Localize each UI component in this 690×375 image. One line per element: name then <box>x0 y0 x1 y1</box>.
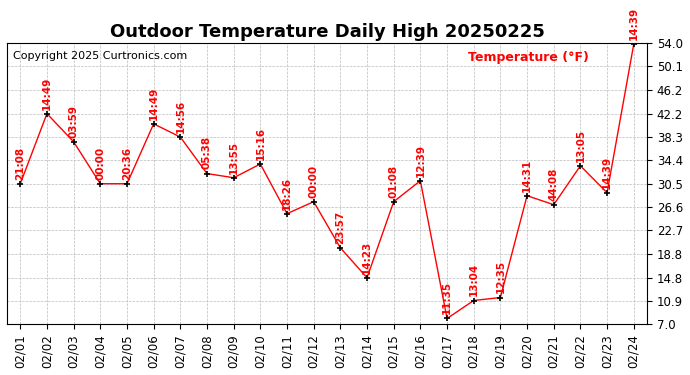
Text: 00:00: 00:00 <box>308 164 319 198</box>
Text: 13:55: 13:55 <box>228 141 239 174</box>
Text: 13:04: 13:04 <box>469 263 479 296</box>
Text: 14:49: 14:49 <box>42 76 52 109</box>
Text: 14:56: 14:56 <box>175 100 186 133</box>
Text: 14:39: 14:39 <box>602 155 612 189</box>
Text: 14:39: 14:39 <box>629 7 639 40</box>
Text: 13:05: 13:05 <box>575 129 585 162</box>
Text: 12:35: 12:35 <box>495 260 505 293</box>
Text: 23:57: 23:57 <box>335 210 346 244</box>
Text: 05:38: 05:38 <box>202 136 212 170</box>
Text: 20:36: 20:36 <box>122 147 132 180</box>
Text: 00:00: 00:00 <box>95 147 106 180</box>
Text: 03:59: 03:59 <box>68 105 79 138</box>
Title: Outdoor Temperature Daily High 20250225: Outdoor Temperature Daily High 20250225 <box>110 24 544 42</box>
Text: 12:39: 12:39 <box>415 144 425 177</box>
Text: 01:08: 01:08 <box>388 164 399 198</box>
Text: 44:08: 44:08 <box>549 167 559 201</box>
Text: 18:26: 18:26 <box>282 176 292 210</box>
Text: Copyright 2025 Curtronics.com: Copyright 2025 Curtronics.com <box>13 51 188 62</box>
Text: 14:31: 14:31 <box>522 158 532 192</box>
Text: 14:49: 14:49 <box>148 86 159 120</box>
Text: Temperature (°F): Temperature (°F) <box>468 51 589 64</box>
Text: 21:08: 21:08 <box>15 147 26 180</box>
Text: 14:23: 14:23 <box>362 240 372 274</box>
Text: 11:35: 11:35 <box>442 281 452 314</box>
Text: 15:16: 15:16 <box>255 127 266 160</box>
